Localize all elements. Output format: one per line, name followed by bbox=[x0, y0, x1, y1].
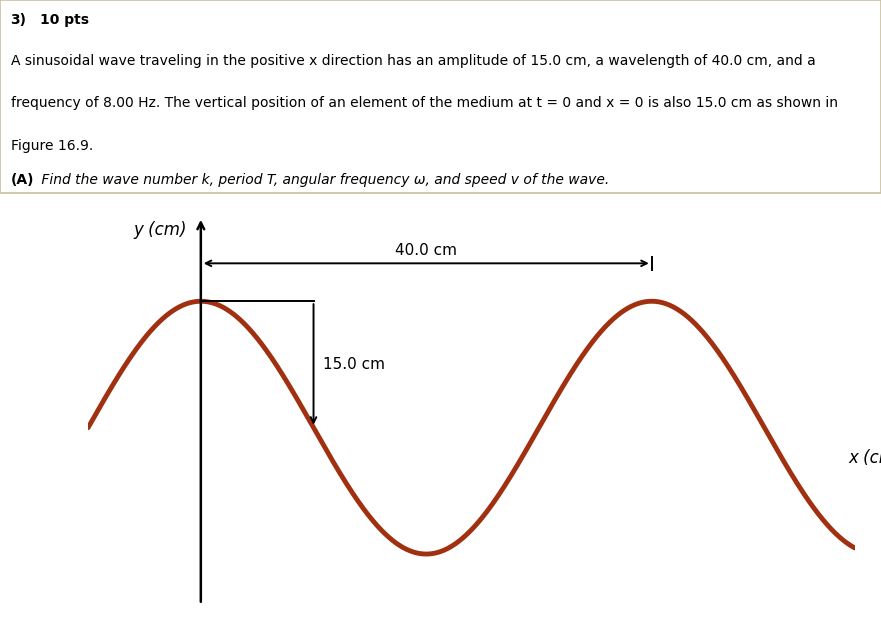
Text: 10 pts: 10 pts bbox=[40, 13, 89, 28]
Text: Figure 16.9.: Figure 16.9. bbox=[11, 139, 93, 153]
Text: 3): 3) bbox=[11, 13, 26, 28]
Text: Find the wave number k, period T, angular frequency ω, and speed v of the wave.: Find the wave number k, period T, angula… bbox=[37, 174, 610, 188]
Text: x (cm): x (cm) bbox=[849, 449, 881, 466]
Text: 15.0 cm: 15.0 cm bbox=[322, 357, 384, 372]
Text: A sinusoidal wave traveling in the positive x direction has an amplitude of 15.0: A sinusoidal wave traveling in the posit… bbox=[11, 54, 815, 68]
Text: (A): (A) bbox=[11, 174, 34, 188]
Text: 40.0 cm: 40.0 cm bbox=[396, 243, 457, 258]
Text: frequency of 8.00 Hz. The vertical position of an element of the medium at t = 0: frequency of 8.00 Hz. The vertical posit… bbox=[11, 96, 838, 111]
Text: y (cm): y (cm) bbox=[134, 221, 188, 239]
